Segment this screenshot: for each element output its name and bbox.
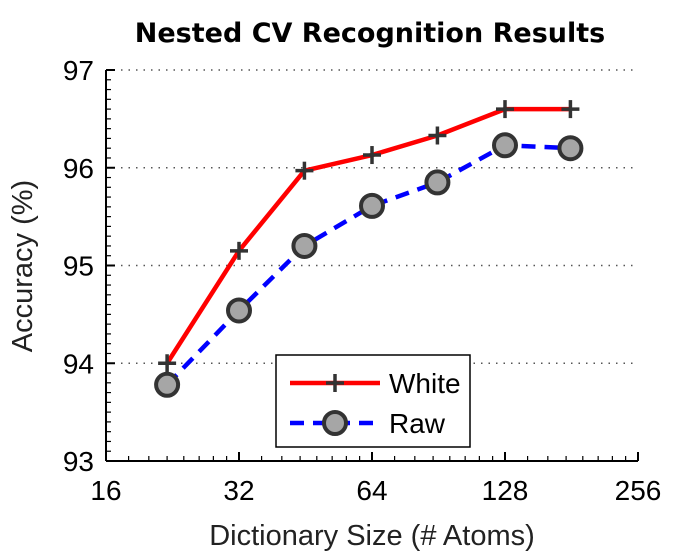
- data-point-raw: [154, 371, 181, 398]
- y-tick-label: 96: [63, 153, 94, 184]
- data-point-white: [363, 146, 381, 165]
- legend: White Raw: [275, 354, 471, 448]
- y-tick-label: 97: [63, 55, 94, 86]
- data-point-white: [561, 100, 580, 119]
- x-tick-label: 256: [615, 475, 662, 506]
- data-point-raw: [557, 135, 584, 162]
- y-tick-label: 95: [63, 251, 94, 282]
- data-point-white: [230, 241, 248, 260]
- data-point-raw: [291, 232, 318, 259]
- legend-marker-raw: [322, 410, 348, 436]
- legend-box: [275, 354, 471, 448]
- data-point-white: [295, 161, 314, 180]
- data-point-raw: [424, 169, 451, 196]
- x-tick-label: 16: [90, 475, 121, 506]
- y-axis-label: Accuracy (%): [7, 180, 39, 352]
- y-tick-label: 94: [63, 348, 94, 379]
- data-point-white: [158, 354, 177, 373]
- data-point-white: [428, 126, 447, 145]
- data-point-white: [496, 100, 514, 119]
- legend-label-white: White: [389, 368, 461, 399]
- legend-label-raw: Raw: [389, 408, 446, 439]
- x-tick-label: 32: [223, 475, 254, 506]
- series: [154, 100, 584, 398]
- data-point-raw: [492, 132, 518, 159]
- x-axis-label: Dictionary Size (# Atoms): [209, 520, 535, 552]
- x-tick-label: 64: [356, 475, 387, 506]
- data-point-raw: [359, 192, 385, 219]
- y-tick-label: 93: [63, 446, 94, 477]
- ticks: 93 94 95 96 97 16 32 64 128 256: [63, 55, 662, 506]
- data-point-raw: [226, 297, 252, 324]
- x-tick-label: 128: [482, 475, 529, 506]
- chart-title: Nested CV Recognition Results: [135, 18, 605, 49]
